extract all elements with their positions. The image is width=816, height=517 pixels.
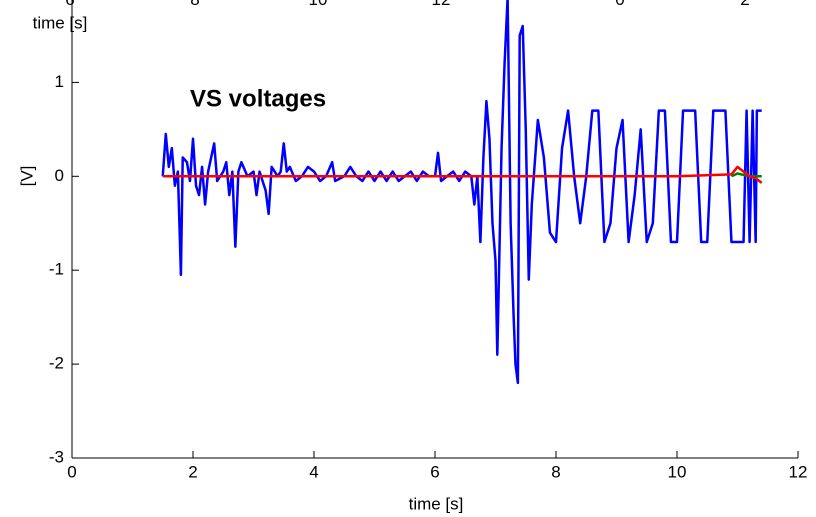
x-tick-label: 6 (430, 462, 439, 481)
y-axis-label: [V] (17, 166, 36, 187)
y-tick-label: -2 (49, 354, 64, 373)
data-line (162, 165, 763, 184)
top-tick-label: 2 (740, 0, 749, 9)
x-tick-label: 0 (67, 462, 76, 481)
data-line (730, 172, 762, 178)
data-line (161, 0, 762, 385)
y-tick-label: -1 (49, 260, 64, 279)
x-tick-label: 2 (188, 462, 197, 481)
chart-title: VS voltages (190, 85, 326, 112)
x-tick-label: 10 (668, 462, 687, 481)
top-tick-label: 0 (615, 0, 624, 9)
x-tick-label: 4 (309, 462, 318, 481)
top-tick-label: 12 (432, 0, 451, 9)
y-tick-label: 0 (55, 166, 64, 185)
x-tick-label: 8 (551, 462, 560, 481)
top-tick-label: 8 (190, 0, 199, 9)
top-tick-label: 6 (65, 0, 74, 9)
y-tick-label: 1 (55, 72, 64, 91)
x-tick-label: 12 (789, 462, 808, 481)
top-axis-label: time [s] (33, 13, 88, 32)
top-tick-label: 10 (309, 0, 328, 9)
y-tick-label: -3 (49, 447, 64, 466)
x-axis-label: time [s] (409, 494, 464, 513)
